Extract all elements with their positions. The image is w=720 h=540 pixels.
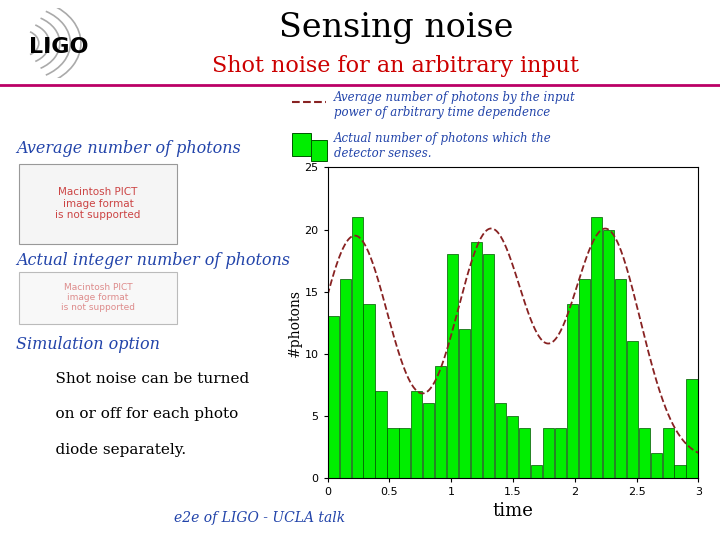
Bar	[340, 279, 351, 478]
Bar	[328, 316, 338, 478]
Bar	[579, 279, 590, 478]
Bar	[387, 428, 399, 478]
Bar	[423, 403, 434, 478]
Bar	[590, 217, 602, 478]
Bar	[375, 391, 387, 478]
Text: Macintosh PICT
image format
is not supported: Macintosh PICT image format is not suppo…	[55, 187, 140, 220]
Text: diode separately.: diode separately.	[36, 443, 186, 457]
Bar	[555, 428, 566, 478]
Bar	[507, 416, 518, 478]
Bar	[626, 341, 638, 478]
Bar	[662, 428, 674, 478]
Text: detector senses.: detector senses.	[334, 147, 431, 160]
Text: Sensing noise: Sensing noise	[279, 12, 513, 44]
Text: Shot noise can be turned: Shot noise can be turned	[36, 372, 249, 386]
Y-axis label: #photons: #photons	[288, 289, 302, 356]
Bar	[411, 391, 423, 478]
Bar	[351, 217, 363, 478]
X-axis label: time: time	[492, 503, 534, 521]
Bar	[675, 465, 685, 478]
FancyBboxPatch shape	[292, 133, 311, 156]
Bar	[639, 428, 649, 478]
Bar	[471, 242, 482, 478]
Text: Macintosh PICT
image format
is not supported: Macintosh PICT image format is not suppo…	[61, 283, 135, 313]
Text: Average number of photons: Average number of photons	[16, 140, 240, 157]
Bar	[447, 254, 459, 478]
Bar	[651, 453, 662, 478]
FancyBboxPatch shape	[311, 140, 327, 160]
Bar	[519, 428, 530, 478]
Bar	[459, 329, 470, 478]
Text: Average number of photons by the input: Average number of photons by the input	[334, 91, 576, 104]
Text: on or off for each photo: on or off for each photo	[36, 408, 238, 422]
Text: power of arbitrary time dependence: power of arbitrary time dependence	[334, 106, 550, 119]
Text: Simulation option: Simulation option	[16, 335, 160, 353]
Bar	[567, 304, 578, 478]
FancyBboxPatch shape	[19, 164, 177, 244]
FancyBboxPatch shape	[19, 272, 177, 323]
Bar	[436, 366, 446, 478]
Bar	[531, 465, 542, 478]
Bar	[483, 254, 494, 478]
Text: Shot noise for an arbitrary input: Shot noise for an arbitrary input	[212, 55, 580, 77]
Text: e2e of LIGO - UCLA talk: e2e of LIGO - UCLA talk	[174, 511, 345, 525]
Text: LIGO: LIGO	[29, 37, 89, 57]
Text: Actual number of photons which the: Actual number of photons which the	[334, 132, 552, 145]
Bar	[364, 304, 374, 478]
Bar	[495, 403, 506, 478]
Text: Actual integer number of photons: Actual integer number of photons	[16, 252, 290, 268]
Bar	[400, 428, 410, 478]
Bar	[543, 428, 554, 478]
Bar	[603, 230, 614, 478]
Bar	[686, 379, 698, 478]
Bar	[615, 279, 626, 478]
